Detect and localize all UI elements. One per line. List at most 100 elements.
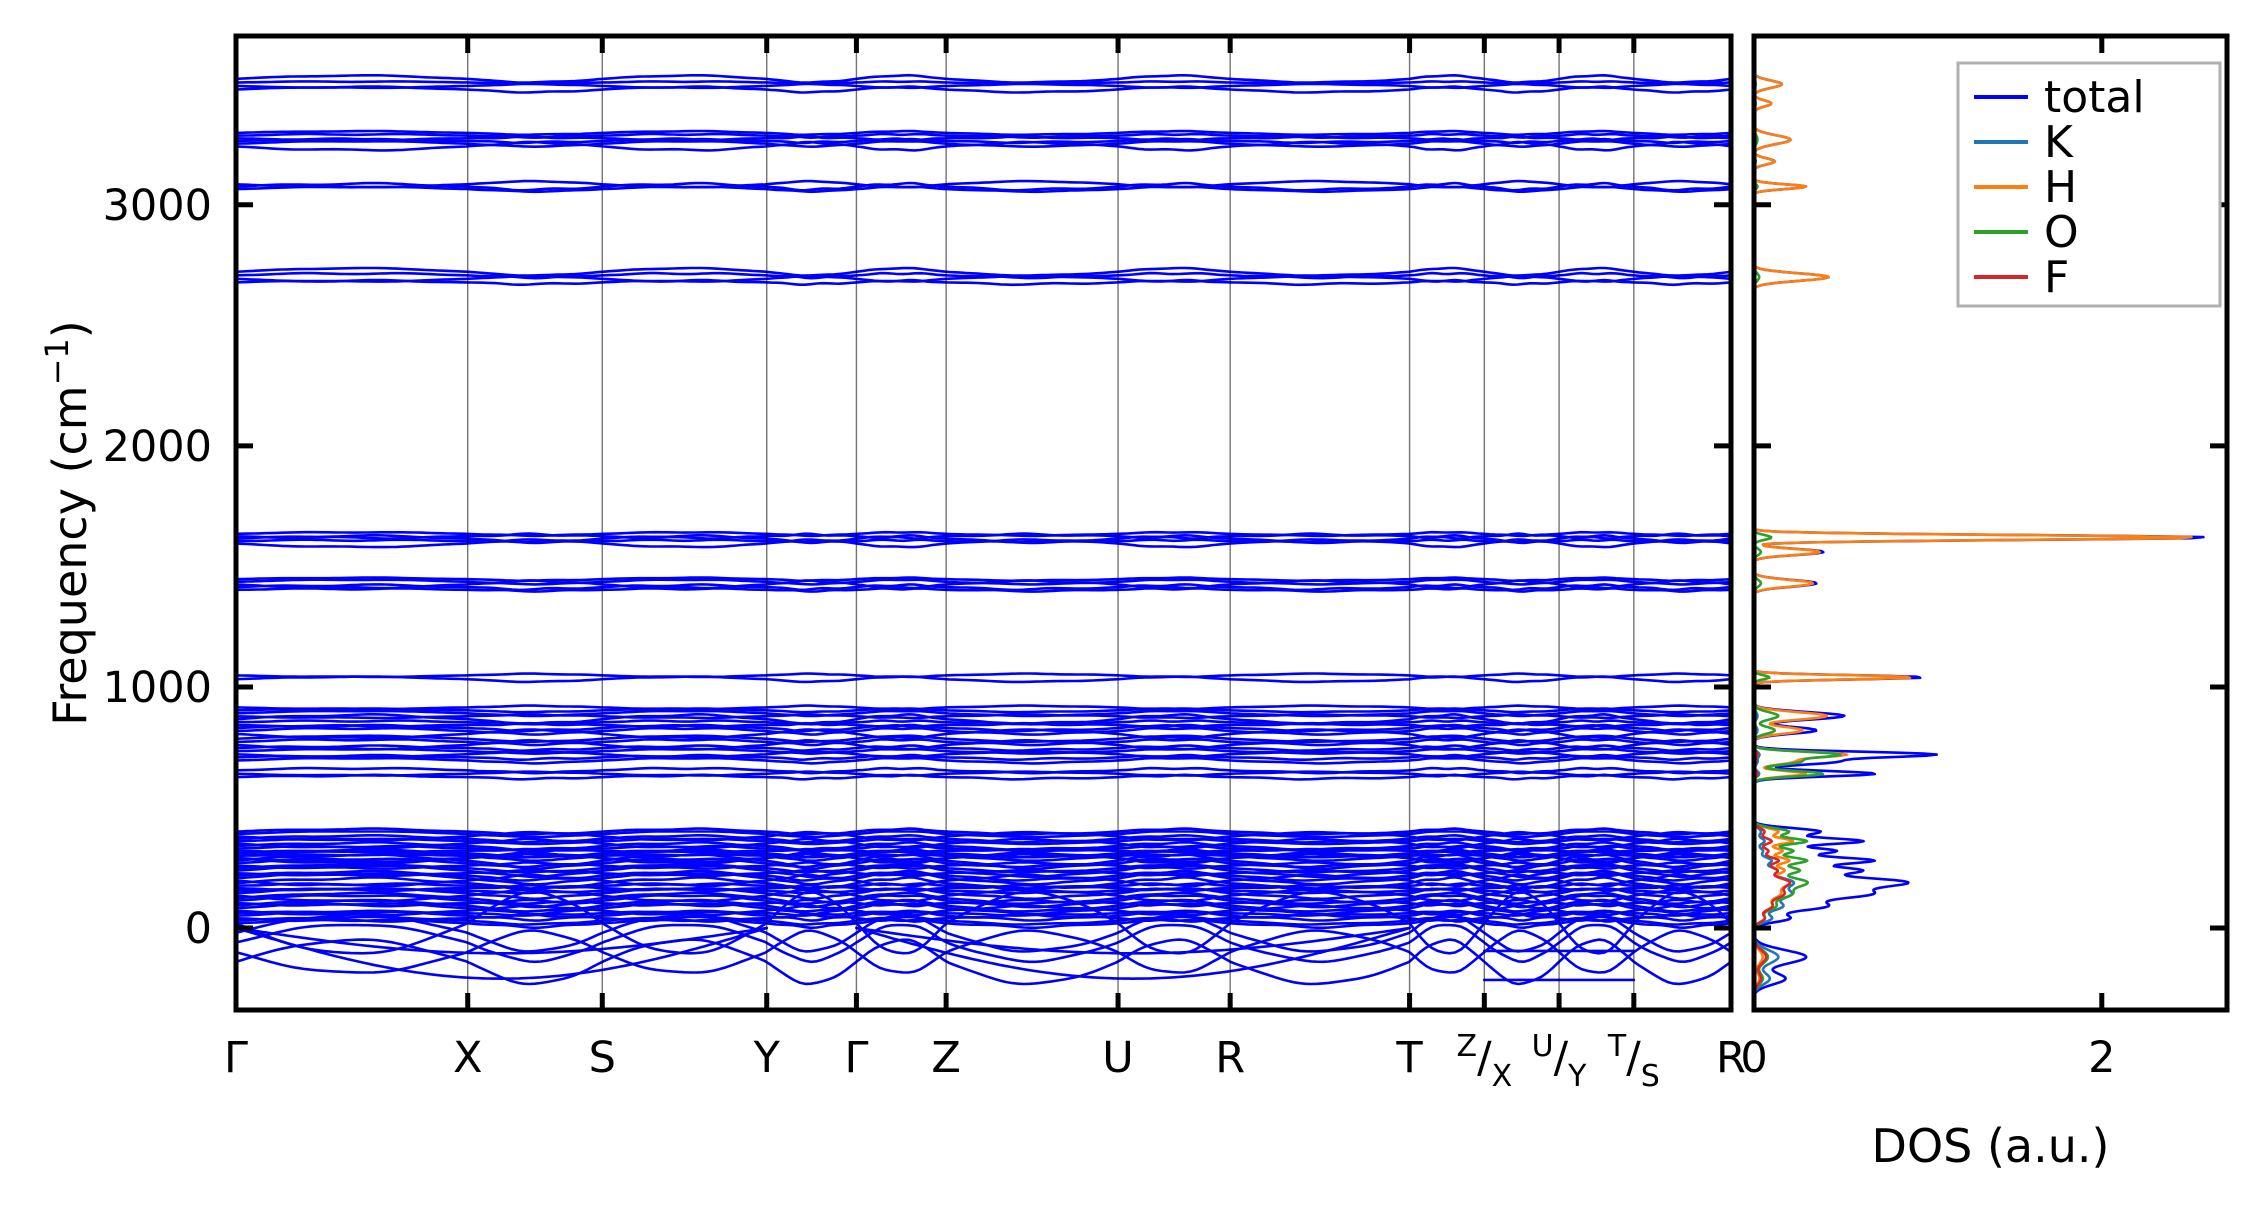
y-tick-label: 2000 [103, 422, 212, 472]
band-curve [234, 534, 1733, 544]
qpoint-label: U/Y [1532, 1029, 1587, 1094]
band-curve [234, 929, 1733, 974]
acoustic-branch [234, 926, 768, 980]
qpoint-tick-labels: Γ X S Y Γ Z U R T Z/X U/Y T/S R [224, 1029, 1746, 1094]
qpoint-label: Γ [844, 1033, 868, 1083]
band-curve [234, 938, 1733, 986]
dos-axes: 0 2 DOS (a.u.) [1740, 33, 2230, 1173]
band-curve [234, 890, 1733, 955]
legend-label-total: total [2044, 72, 2145, 123]
band-curve [234, 773, 1733, 781]
band-curve [234, 876, 1733, 891]
band-curve [234, 915, 1733, 926]
band-curve [234, 185, 1733, 194]
band-curve [234, 850, 1733, 862]
band-curve [234, 871, 1733, 886]
band-curve [234, 864, 1733, 879]
dos-axes-frame [1751, 33, 2230, 1013]
band-curve [234, 140, 1733, 148]
band-curve [234, 862, 1733, 874]
band-curve [234, 672, 1733, 679]
band-curve [234, 530, 1733, 538]
band-curve [234, 909, 1733, 917]
band-curve [234, 918, 1733, 930]
band-curve [234, 82, 1733, 90]
band-curve [234, 278, 1733, 287]
band-curve [234, 587, 1733, 593]
band-curve [234, 723, 1733, 733]
band-curve [234, 898, 1733, 913]
legend-box [1956, 61, 2222, 308]
band-curve [234, 891, 1733, 905]
legend-label-K: K [2044, 117, 2074, 168]
qpoint-label: Γ [224, 1033, 248, 1083]
qpoint-label: Z/X [1457, 1029, 1513, 1094]
band-curve [234, 583, 1733, 592]
acoustic-branch [855, 926, 1411, 955]
band-curve [234, 137, 1733, 145]
band-curve [234, 129, 1733, 137]
band-axes-frame [233, 33, 1734, 1013]
band-curve [234, 85, 1733, 94]
band-curve [234, 834, 1733, 844]
band-curve [234, 887, 1733, 895]
band-curve [234, 734, 1733, 744]
qpoint-label: T/S [1607, 1029, 1660, 1094]
band-curve [234, 721, 1733, 728]
legend-label-F: F [2044, 252, 2069, 303]
qpoint-label: X [453, 1033, 482, 1083]
band-curve [234, 830, 1733, 839]
band-curve [234, 738, 1733, 747]
qpoint-label: S [589, 1033, 616, 1083]
y-tick-label: 3000 [103, 181, 212, 231]
band-curve [234, 726, 1733, 736]
band-curve [234, 744, 1733, 752]
dos-x-tick-label: 0 [1740, 1033, 1767, 1083]
band-curve [234, 709, 1733, 718]
band-curve [234, 266, 1733, 277]
dos-x-axis-label: DOS (a.u.) [1872, 1119, 2110, 1173]
band-axes: 0 1000 2000 3000 [103, 33, 1734, 1013]
band-curves [234, 73, 1733, 986]
band-curve [234, 578, 1733, 586]
qpoint-label: T [1395, 1033, 1423, 1083]
dos-x-tick-label: 2 [2088, 1033, 2115, 1083]
band-curve [234, 910, 1733, 922]
acoustic-branch [234, 926, 768, 955]
qpoint-label: R [1716, 1033, 1746, 1083]
band-curve [234, 80, 1733, 86]
band-curve [234, 857, 1733, 871]
qpoint-label: U [1102, 1033, 1133, 1083]
band-curve [234, 923, 1733, 964]
acoustic-branch [855, 926, 1411, 980]
band-curve [234, 887, 1733, 901]
band-curve [234, 844, 1733, 853]
band-curve [234, 704, 1733, 711]
band-curve [234, 753, 1733, 761]
band-curve [234, 853, 1733, 869]
y-tick-label: 1000 [103, 663, 212, 713]
band-curve [234, 135, 1733, 142]
y-axis-label: Frequency (cm−1) [38, 320, 97, 725]
qpoint-label: R [1215, 1033, 1245, 1083]
qpoint-label: Z [931, 1033, 960, 1083]
band-curve [234, 841, 1733, 852]
band-curve [234, 837, 1733, 846]
y-tick-label: 0 [185, 904, 212, 954]
band-curve [234, 883, 1733, 893]
band-curve [234, 827, 1733, 836]
band-curve [234, 707, 1733, 714]
band-curve [234, 271, 1733, 280]
band-curve [234, 766, 1733, 775]
y-axis-label-group: Frequency (cm−1) [38, 320, 97, 725]
qpoint-gridlines [467, 36, 1635, 1010]
band-curve [234, 756, 1733, 765]
band-curve [234, 675, 1733, 684]
band-curve [234, 73, 1733, 84]
band-curve [234, 179, 1733, 189]
band-curve [234, 181, 1733, 192]
band-curve [234, 576, 1733, 583]
